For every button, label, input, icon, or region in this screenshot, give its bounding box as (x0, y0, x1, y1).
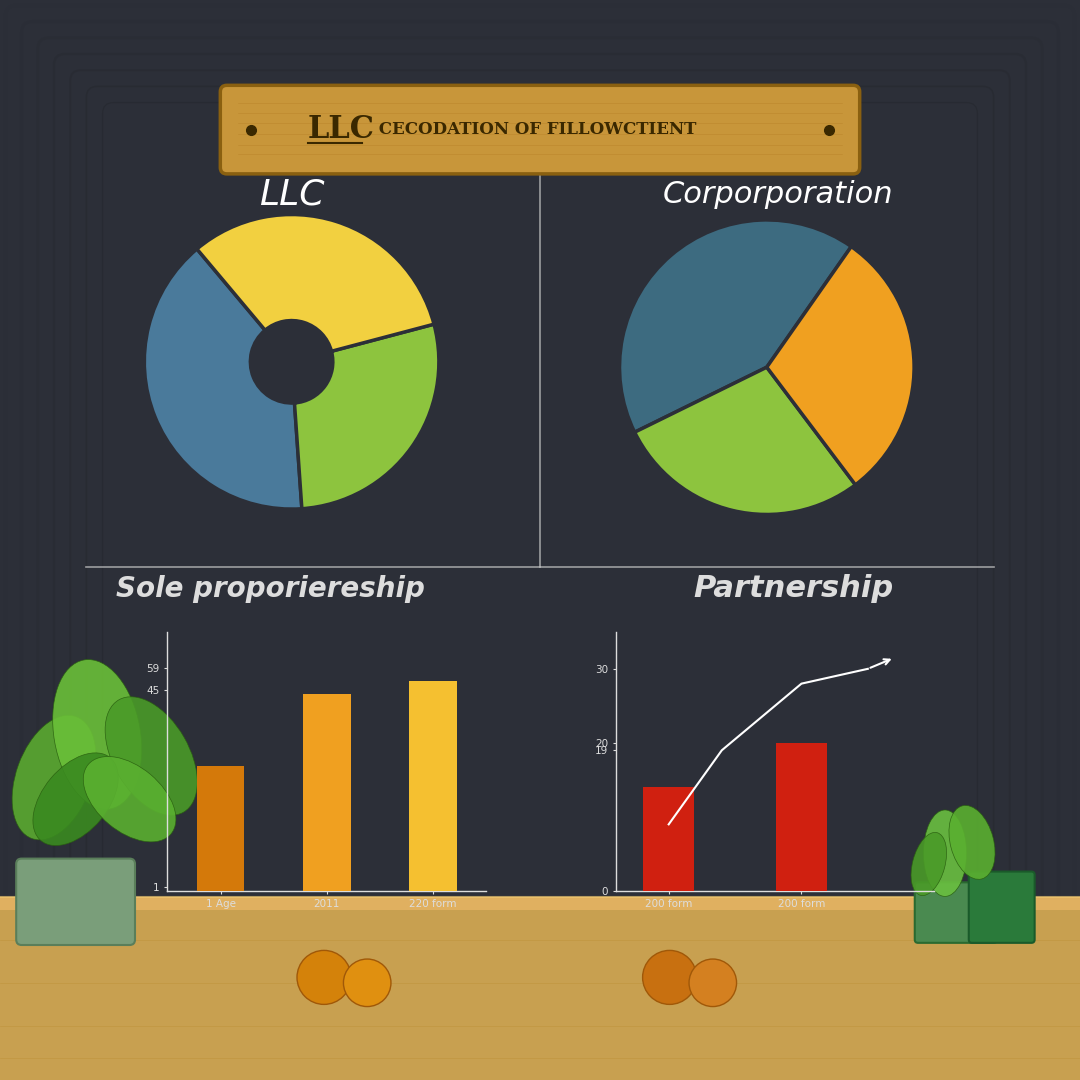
FancyBboxPatch shape (969, 872, 1035, 943)
Ellipse shape (923, 810, 967, 896)
Bar (302, 694, 351, 891)
Ellipse shape (12, 715, 96, 840)
Bar (0, 902, 1080, 1080)
Text: Corporporation: Corporporation (662, 180, 893, 208)
Text: LLC: LLC (259, 177, 324, 212)
Bar (0, 897, 1080, 910)
Ellipse shape (912, 833, 946, 895)
FancyBboxPatch shape (915, 882, 997, 943)
Text: Sole proporiereship: Sole proporiereship (116, 575, 424, 603)
FancyBboxPatch shape (16, 859, 135, 945)
Ellipse shape (949, 806, 995, 879)
Text: LLC: LLC (308, 114, 375, 145)
Wedge shape (145, 249, 302, 509)
Text: CECODATION OF FILLOWCTIENT: CECODATION OF FILLOWCTIENT (373, 121, 696, 138)
Ellipse shape (83, 756, 176, 842)
Bar (644, 787, 694, 891)
Wedge shape (620, 220, 851, 432)
Wedge shape (295, 324, 438, 509)
Bar (197, 766, 244, 891)
Circle shape (643, 950, 697, 1004)
Bar (409, 681, 457, 891)
Circle shape (343, 959, 391, 1007)
Text: Partnership: Partnership (693, 575, 894, 603)
Circle shape (297, 950, 351, 1004)
Ellipse shape (53, 660, 141, 809)
Circle shape (689, 959, 737, 1007)
Ellipse shape (105, 697, 198, 815)
Wedge shape (635, 367, 855, 514)
Ellipse shape (32, 753, 119, 846)
Wedge shape (197, 215, 434, 351)
Bar (777, 743, 826, 891)
Wedge shape (767, 246, 914, 485)
FancyBboxPatch shape (220, 85, 860, 174)
